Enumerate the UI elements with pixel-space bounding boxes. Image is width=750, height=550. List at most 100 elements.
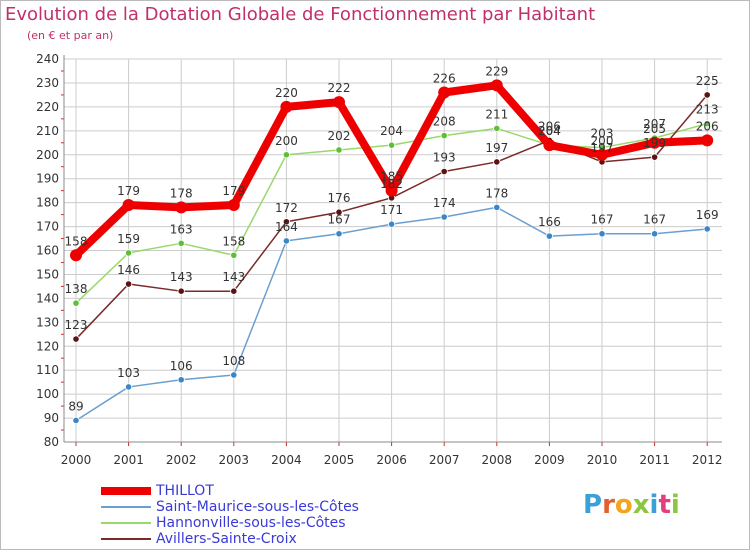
data-point: [230, 251, 238, 259]
data-label: 167: [591, 213, 614, 227]
data-label: 226: [433, 72, 456, 86]
data-point: [230, 371, 238, 379]
chart-title: Evolution de la Dotation Globale de Fonc…: [5, 4, 596, 25]
y-tick-label: 180: [36, 196, 59, 210]
data-point: [648, 136, 661, 149]
x-tick-label: 2002: [166, 453, 197, 467]
data-label: 178: [485, 186, 508, 200]
x-tick-label: 2012: [692, 453, 723, 467]
data-label: 158: [65, 234, 88, 248]
data-point: [440, 213, 448, 221]
y-tick-label: 240: [36, 52, 59, 66]
data-label: 164: [275, 220, 298, 234]
data-label: 171: [380, 203, 403, 217]
y-tick-label: 230: [36, 76, 59, 90]
data-point: [177, 239, 185, 247]
data-label: 146: [117, 263, 140, 277]
x-tick-label: 2008: [482, 453, 513, 467]
brand-letter: r: [602, 490, 615, 520]
legend-swatch: [101, 506, 151, 508]
data-point: [703, 120, 711, 128]
data-point: [282, 218, 290, 226]
brand-letter: t: [658, 490, 671, 520]
x-tick-label: 2007: [429, 453, 460, 467]
x-tick-label: 2011: [639, 453, 670, 467]
data-label: 200: [591, 134, 614, 148]
data-point: [177, 376, 185, 384]
data-label: 205: [643, 122, 666, 136]
data-point: [125, 383, 133, 391]
legend-swatch: [101, 538, 151, 540]
data-label: 200: [275, 134, 298, 148]
y-tick-label: 190: [36, 172, 59, 186]
brand-letter: i: [670, 490, 680, 520]
data-label: 167: [328, 213, 351, 227]
data-label: 229: [485, 64, 508, 78]
data-label: 197: [591, 141, 614, 155]
chart-subtitle: (en € et par an): [27, 29, 114, 42]
data-label: 179: [222, 184, 245, 198]
legend-swatch: [101, 522, 151, 524]
data-label: 206: [696, 119, 719, 133]
legend: THILLOT Saint-Maurice-sous-les-Côtes Hanno…: [101, 483, 481, 547]
legend-item: Avillers-Sainte-Croix: [101, 531, 481, 547]
data-point: [493, 203, 501, 212]
data-label: 207: [643, 117, 666, 131]
data-point: [493, 158, 501, 166]
x-tick-label: 2001: [113, 453, 144, 467]
data-point: [230, 287, 238, 295]
data-label: 204: [538, 124, 561, 138]
data-label: 199: [643, 136, 666, 150]
data-label: 158: [222, 234, 245, 248]
data-label: 208: [433, 115, 456, 129]
x-tick-label: 2003: [219, 453, 250, 467]
data-label: 106: [170, 359, 193, 373]
data-point: [177, 287, 185, 295]
y-tick-label: 80: [44, 435, 59, 449]
data-point: [703, 225, 711, 233]
legend-swatch: [101, 487, 151, 495]
data-label: 202: [328, 129, 351, 143]
data-label: 143: [170, 270, 193, 284]
data-label: 176: [328, 191, 351, 205]
data-point: [335, 208, 343, 216]
data-point: [596, 148, 608, 161]
data-label: 138: [65, 282, 88, 296]
x-tick-label: 2004: [271, 453, 302, 467]
series-lines: [70, 79, 714, 425]
data-label: 197: [485, 141, 508, 155]
data-label: 182: [380, 177, 403, 191]
data-point: [490, 79, 503, 92]
data-point: [335, 146, 343, 154]
data-label: 193: [433, 151, 456, 165]
legend-label: THILLOT: [156, 483, 214, 499]
data-point: [387, 220, 396, 228]
data-label: 89: [68, 399, 83, 413]
data-label: 179: [117, 184, 140, 198]
data-label: 204: [380, 124, 403, 138]
data-point: [440, 132, 448, 140]
brand-letter: o: [614, 490, 633, 520]
x-tick-label: 2006: [376, 453, 407, 467]
y-tick-label: 160: [36, 244, 59, 258]
data-label: 222: [328, 81, 351, 95]
legend-label: Saint-Maurice-sous-les-Côtes: [156, 499, 359, 515]
data-point: [72, 335, 80, 343]
data-label: 174: [433, 196, 456, 210]
data-point: [335, 230, 343, 238]
y-tick-label: 220: [36, 100, 59, 114]
brand-logo: Proxiti: [583, 490, 680, 520]
brand-letter: x: [632, 490, 650, 520]
data-point: [438, 86, 451, 99]
y-tick-label: 210: [36, 124, 59, 138]
data-label: 108: [222, 354, 245, 368]
data-point: [650, 230, 659, 238]
data-point: [227, 199, 240, 212]
y-tick-label: 140: [36, 291, 59, 305]
data-label: 211: [485, 107, 508, 121]
data-label: 169: [696, 208, 719, 222]
legend-item: THILLOT: [101, 483, 481, 499]
data-point: [543, 139, 556, 152]
y-tick-label: 200: [36, 148, 59, 162]
